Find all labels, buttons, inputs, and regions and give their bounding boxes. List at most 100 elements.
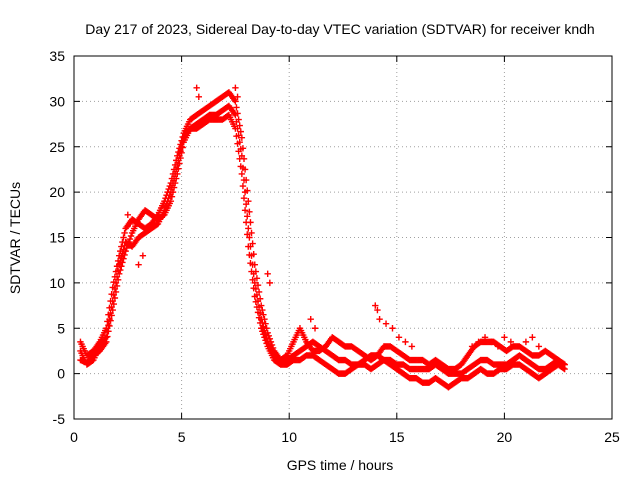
data-point bbox=[395, 334, 403, 341]
data-point bbox=[376, 315, 383, 323]
data-point bbox=[242, 219, 250, 226]
chart-title: Day 217 of 2023, Sidereal Day-to-day VTE… bbox=[85, 21, 594, 37]
data-point bbox=[261, 334, 268, 341]
data-point bbox=[253, 303, 261, 311]
data-point bbox=[106, 315, 113, 323]
data-point bbox=[169, 179, 177, 187]
data-point bbox=[260, 311, 267, 318]
data-point bbox=[139, 252, 147, 259]
data-point bbox=[529, 334, 536, 341]
data-point bbox=[251, 293, 258, 300]
data-point bbox=[245, 198, 252, 205]
data-point bbox=[256, 295, 264, 302]
data-point bbox=[372, 302, 379, 309]
data-point bbox=[163, 201, 170, 208]
data-point bbox=[269, 344, 277, 352]
data-point bbox=[106, 322, 113, 330]
data-point bbox=[259, 306, 266, 314]
y-tick-label: 20 bbox=[49, 184, 65, 200]
data-point bbox=[238, 170, 246, 178]
data-point bbox=[104, 328, 111, 335]
x-tick-label: 10 bbox=[281, 429, 297, 445]
data-point bbox=[239, 182, 247, 190]
data-point bbox=[250, 250, 257, 258]
data-point bbox=[253, 275, 261, 282]
data-point bbox=[494, 343, 502, 350]
data-point bbox=[261, 315, 268, 323]
data-point bbox=[175, 157, 182, 164]
data-point bbox=[234, 110, 241, 117]
data-point bbox=[178, 143, 185, 150]
data-point bbox=[259, 328, 266, 335]
data-point bbox=[161, 207, 168, 214]
data-point bbox=[112, 279, 120, 287]
data-point bbox=[307, 315, 314, 323]
data-point bbox=[258, 302, 265, 309]
data-point bbox=[195, 93, 203, 101]
data-point bbox=[237, 128, 244, 135]
data-point bbox=[237, 163, 244, 170]
data-point bbox=[402, 338, 409, 346]
data-point bbox=[103, 334, 110, 341]
data-point bbox=[501, 334, 508, 341]
data-point bbox=[241, 166, 249, 173]
y-tick-label: 35 bbox=[49, 48, 65, 64]
data-point bbox=[263, 325, 270, 332]
data-point bbox=[165, 194, 172, 202]
data-point bbox=[118, 253, 125, 261]
y-axis-label: SDTVAR / TECUs bbox=[7, 182, 23, 294]
data-point bbox=[235, 148, 242, 155]
data-point bbox=[255, 314, 263, 321]
data-point bbox=[264, 329, 271, 336]
data-point bbox=[254, 281, 262, 289]
data-point bbox=[389, 325, 396, 332]
data-point bbox=[382, 320, 390, 327]
data-point bbox=[265, 332, 272, 340]
data-point bbox=[117, 257, 124, 265]
data-point bbox=[166, 191, 173, 199]
y-tick-label: 5 bbox=[57, 320, 65, 336]
data-point bbox=[481, 334, 489, 341]
data-point bbox=[522, 338, 530, 346]
data-point bbox=[268, 341, 276, 349]
data-point bbox=[244, 231, 251, 238]
data-point bbox=[115, 261, 123, 268]
data-point bbox=[193, 84, 200, 91]
data-point bbox=[258, 325, 265, 332]
data-point bbox=[109, 297, 116, 305]
data-point bbox=[107, 309, 114, 317]
data-point bbox=[262, 337, 269, 344]
data-point bbox=[260, 331, 267, 338]
data-point bbox=[475, 338, 482, 346]
y-tick-label: 10 bbox=[49, 275, 65, 291]
data-point bbox=[250, 284, 257, 292]
data-point bbox=[171, 170, 179, 178]
data-point bbox=[241, 207, 249, 214]
data-point bbox=[251, 261, 258, 268]
data-points bbox=[77, 84, 568, 391]
data-point bbox=[246, 208, 253, 215]
grid bbox=[74, 56, 612, 419]
data-point bbox=[234, 140, 241, 147]
data-point bbox=[236, 122, 243, 129]
data-point bbox=[255, 288, 263, 296]
data-point bbox=[249, 276, 256, 284]
data-point bbox=[121, 229, 128, 237]
data-point bbox=[179, 139, 186, 146]
y-tick-label: 30 bbox=[49, 93, 65, 109]
data-point bbox=[560, 365, 567, 372]
data-point bbox=[120, 234, 127, 241]
data-point bbox=[468, 343, 476, 350]
data-point bbox=[236, 155, 243, 163]
data-point bbox=[248, 268, 255, 275]
data-point bbox=[174, 161, 181, 169]
data-point bbox=[105, 322, 112, 329]
data-point bbox=[233, 104, 240, 111]
data-point bbox=[135, 261, 142, 268]
data-point bbox=[232, 98, 239, 105]
data-point bbox=[408, 343, 416, 350]
data-point bbox=[164, 198, 171, 205]
data-point bbox=[114, 267, 122, 274]
data-point bbox=[245, 243, 252, 250]
